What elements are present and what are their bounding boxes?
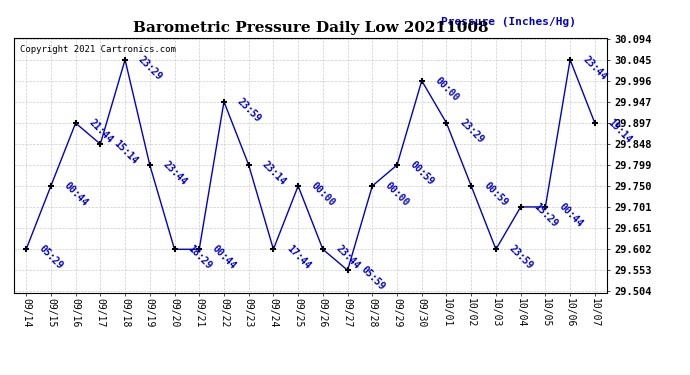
Text: 15:14: 15:14 (112, 138, 139, 166)
Text: 00:00: 00:00 (309, 180, 337, 208)
Text: 23:29: 23:29 (136, 54, 164, 82)
Text: Pressure (Inches/Hg): Pressure (Inches/Hg) (441, 17, 576, 27)
Text: 18:29: 18:29 (186, 244, 213, 272)
Text: 05:59: 05:59 (359, 265, 386, 292)
Text: 23:59: 23:59 (507, 244, 535, 272)
Text: 00:59: 00:59 (482, 180, 510, 208)
Text: 23:44: 23:44 (334, 244, 362, 272)
Text: 23:44: 23:44 (161, 159, 189, 187)
Text: 00:00: 00:00 (433, 75, 461, 103)
Text: Copyright 2021 Cartronics.com: Copyright 2021 Cartronics.com (20, 45, 176, 54)
Text: 00:44: 00:44 (557, 201, 584, 229)
Text: 00:44: 00:44 (210, 244, 238, 272)
Title: Barometric Pressure Daily Low 20211008: Barometric Pressure Daily Low 20211008 (132, 21, 489, 35)
Text: 00:00: 00:00 (384, 180, 411, 208)
Text: 23:44: 23:44 (581, 54, 609, 82)
Text: 15:29: 15:29 (532, 201, 560, 229)
Text: 23:59: 23:59 (235, 96, 263, 124)
Text: 05:29: 05:29 (37, 244, 65, 272)
Text: 19:14: 19:14 (606, 117, 634, 146)
Text: 23:14: 23:14 (260, 159, 288, 187)
Text: 00:59: 00:59 (408, 159, 436, 187)
Text: 17:44: 17:44 (284, 244, 313, 272)
Text: 23:29: 23:29 (457, 117, 486, 146)
Text: 21:44: 21:44 (87, 117, 115, 146)
Text: 00:44: 00:44 (62, 180, 90, 208)
